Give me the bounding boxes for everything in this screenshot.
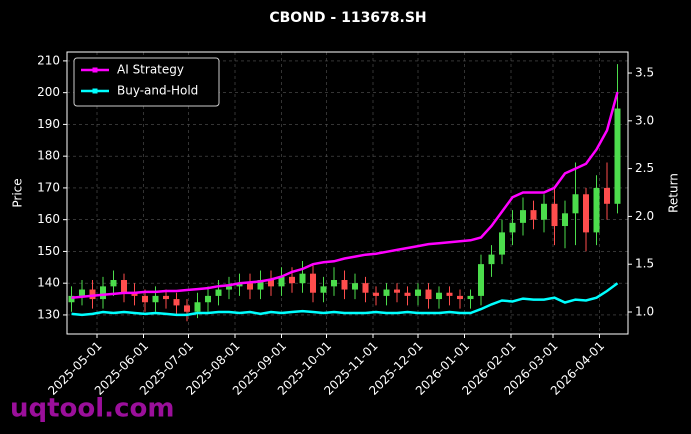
candle-body [163, 295, 169, 300]
legend-label: Buy-and-Hold [117, 84, 198, 98]
chart-title: CBOND - 113678.SH [269, 10, 426, 26]
y-axis-label: Price [11, 178, 25, 207]
candle-body [131, 292, 138, 296]
candle-body [394, 289, 400, 293]
legend-marker [92, 88, 98, 94]
candle-body [310, 273, 316, 293]
candle-body [320, 286, 327, 293]
candle-body [488, 254, 495, 265]
candle-body [142, 295, 148, 303]
y-tick-label: 130 [37, 307, 60, 321]
candle-body [257, 280, 264, 290]
candle-body [331, 280, 337, 287]
candle-body [152, 295, 159, 303]
candle-body [205, 295, 211, 303]
candle-body [215, 289, 222, 296]
candle-body [562, 213, 568, 227]
y-tick-label: 140 [37, 276, 60, 290]
candle-body [551, 203, 558, 227]
candle-body [520, 210, 526, 223]
candle-body [530, 210, 537, 220]
candle-body [362, 283, 369, 293]
y2-tick-label: 3.0 [635, 113, 654, 127]
legend-box [73, 57, 220, 107]
candle-body [173, 299, 180, 306]
y2-tick-label: 3.5 [635, 66, 654, 80]
y2-tick-label: 1.0 [635, 305, 654, 319]
candle-body [289, 276, 295, 284]
candle-body [478, 264, 484, 296]
y-tick-label: 180 [37, 149, 60, 163]
candle-body [226, 286, 232, 290]
y2-axis-label: Return [667, 173, 681, 213]
legend-marker [92, 67, 98, 73]
y2-tick-label: 2.0 [635, 209, 654, 223]
candle-body [446, 292, 453, 296]
candle-body [509, 222, 516, 233]
y-tick-label: 190 [37, 117, 60, 131]
y-tick-label: 150 [37, 244, 60, 258]
candle-body [415, 289, 421, 296]
candle-body [404, 292, 411, 296]
candle-body [541, 203, 547, 220]
candle-body [68, 295, 75, 303]
candle-body [268, 280, 274, 287]
candle-body [383, 289, 390, 296]
candle-body [425, 289, 432, 300]
candle-body [194, 302, 201, 312]
watermark: uqtool.com [10, 394, 174, 424]
candle-body [89, 289, 96, 300]
candle-body [247, 283, 253, 290]
candle-body [184, 305, 190, 312]
series-line [71, 282, 619, 317]
candle-body [436, 292, 442, 300]
candle-body [604, 187, 610, 204]
y-tick-label: 200 [37, 85, 60, 99]
plot-frame [66, 51, 629, 335]
candle-body [373, 292, 379, 296]
y2-tick-label: 1.5 [635, 257, 654, 271]
candle-body [467, 295, 474, 300]
candle-body [614, 108, 621, 204]
candle-body [236, 283, 243, 287]
candle-body [457, 295, 463, 300]
y-tick-label: 170 [37, 180, 60, 194]
candle-body [499, 232, 505, 255]
y-tick-label: 160 [37, 212, 60, 226]
y2-tick-label: 2.5 [635, 161, 654, 175]
candle-body [278, 276, 285, 287]
candle-body [341, 280, 348, 290]
candle-body [572, 194, 579, 214]
candle-body [593, 187, 600, 233]
candle-body [110, 280, 117, 287]
legend-label: AI Strategy [117, 63, 184, 77]
series-line [71, 91, 619, 299]
candle-body [299, 273, 306, 284]
candle-body [352, 283, 358, 290]
candle-body [583, 194, 589, 233]
candle-body [121, 280, 127, 293]
candle-body [79, 289, 85, 296]
candle-body [100, 286, 106, 300]
y-tick-label: 210 [37, 53, 60, 67]
